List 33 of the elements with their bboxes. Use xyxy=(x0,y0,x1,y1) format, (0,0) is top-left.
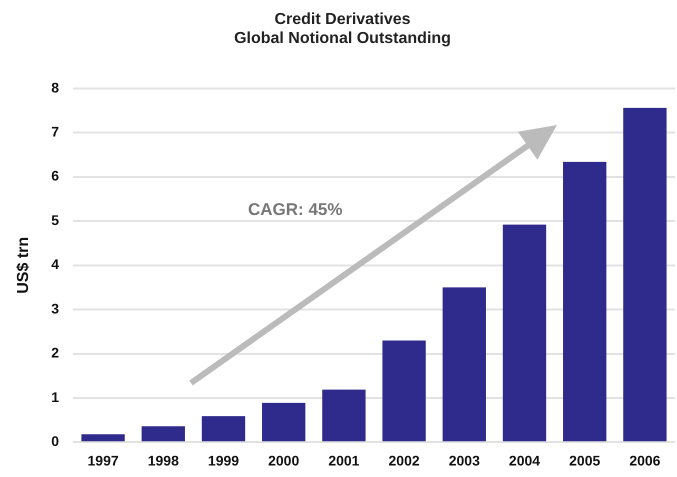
bar xyxy=(623,108,667,442)
y-tick-label: 7 xyxy=(51,123,60,140)
y-axis-title: US$ trn xyxy=(15,236,32,294)
bar xyxy=(442,287,486,442)
chart-title: Credit Derivatives xyxy=(274,11,411,28)
bar xyxy=(262,402,306,442)
y-tick-label: 6 xyxy=(51,168,60,184)
x-tick-label: 2000 xyxy=(268,452,300,468)
y-tick-label: 3 xyxy=(51,300,60,316)
x-tick-label: 2002 xyxy=(388,452,420,468)
bar xyxy=(202,416,246,442)
y-tick-label: 5 xyxy=(51,212,60,228)
x-tick-label: 1998 xyxy=(148,452,180,468)
bar xyxy=(563,162,606,442)
x-tick-label: 1997 xyxy=(88,452,119,468)
y-tick-label: 8 xyxy=(51,79,60,96)
bar xyxy=(81,434,125,442)
y-tick-label: 0 xyxy=(51,433,60,450)
y-tick-label: 2 xyxy=(51,344,60,361)
bar xyxy=(142,426,185,442)
x-tick-label: 2001 xyxy=(328,452,360,468)
x-tick-label: 1999 xyxy=(208,452,240,468)
chart-subtitle: Global Notional Outstanding xyxy=(234,30,451,48)
y-tick-label: 4 xyxy=(51,256,60,272)
x-tick-label: 2005 xyxy=(569,452,600,468)
x-tick-label: 2003 xyxy=(448,452,480,468)
bar xyxy=(322,390,366,442)
bar xyxy=(502,224,546,442)
y-tick-label: 1 xyxy=(51,388,60,405)
x-tick-label: 2006 xyxy=(629,452,661,468)
annotation: CAGR: 45% xyxy=(248,200,342,220)
x-tick-label: 2004 xyxy=(508,452,540,468)
bar xyxy=(382,340,426,442)
